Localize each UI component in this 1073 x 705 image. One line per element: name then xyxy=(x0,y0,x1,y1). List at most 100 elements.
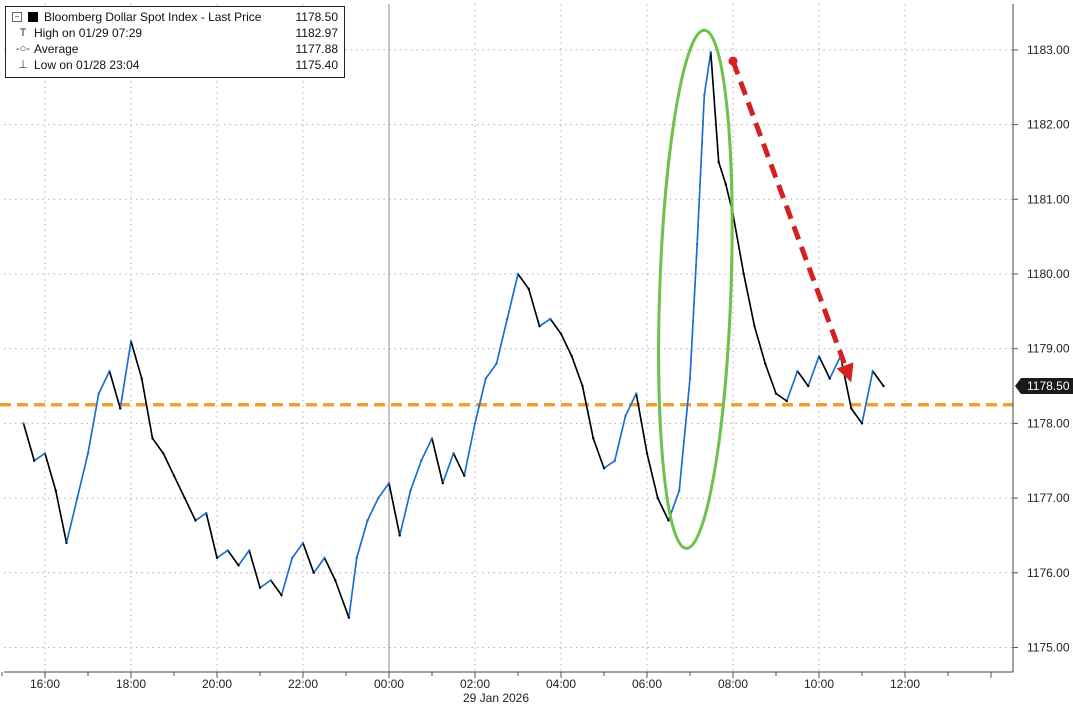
legend-title-value: 1178.50 xyxy=(295,10,339,24)
legend-row-value: 1182.97 xyxy=(295,26,339,40)
price-point xyxy=(54,489,57,492)
x-tick-label: 20:00 xyxy=(202,677,232,691)
price-segment xyxy=(323,557,336,581)
price-segment xyxy=(33,452,46,462)
price-segment xyxy=(703,52,712,95)
price-segment xyxy=(732,214,745,275)
price-segment xyxy=(485,363,498,380)
y-tick-label: 1175.00 xyxy=(1027,641,1070,655)
legend-row-high: T High on 01/29 07:29 1182.97 xyxy=(12,25,338,41)
price-segment xyxy=(195,512,207,522)
price-segment xyxy=(775,392,788,402)
legend-row-value: 1175.40 xyxy=(295,58,339,72)
price-segment xyxy=(388,482,401,536)
price-point xyxy=(882,384,885,388)
price-point xyxy=(624,414,627,418)
price-point xyxy=(119,407,122,410)
price-point xyxy=(387,481,391,485)
legend-row-value: 1177.88 xyxy=(295,42,339,56)
price-point xyxy=(129,340,133,343)
last-price-tag xyxy=(1015,378,1073,395)
price-point xyxy=(785,399,788,403)
price-point xyxy=(484,377,487,380)
price-point xyxy=(269,579,272,582)
price-segment xyxy=(334,579,350,618)
price-point xyxy=(280,594,283,597)
price-point xyxy=(183,496,186,500)
price-segment xyxy=(592,438,605,469)
price-point xyxy=(527,287,530,291)
price-point xyxy=(151,437,154,440)
y-tick-label: 1176.00 xyxy=(1027,566,1070,580)
price-segment xyxy=(377,482,390,499)
price-point xyxy=(667,519,670,522)
price-segment xyxy=(162,452,175,477)
price-segment xyxy=(302,542,315,574)
price-segment xyxy=(205,512,218,559)
price-segment xyxy=(549,318,562,335)
price-segment xyxy=(248,550,261,588)
legend-title: Bloomberg Dollar Spot Index - Last Price xyxy=(44,10,262,24)
y-tick-label: 1178.00 xyxy=(1027,416,1070,430)
price-segment xyxy=(581,385,595,439)
date-label: 29 Jan 2026 xyxy=(463,691,529,705)
price-segment xyxy=(861,370,874,424)
price-segment xyxy=(570,355,584,387)
average-marker-icon: -○- xyxy=(16,43,30,55)
price-point xyxy=(301,541,305,545)
price-segment xyxy=(366,497,379,521)
price-point xyxy=(860,422,864,425)
price-point xyxy=(76,496,79,500)
x-tick-label: 10:00 xyxy=(804,677,834,691)
price-segment xyxy=(22,423,36,461)
series-color-swatch-icon xyxy=(28,12,38,22)
price-point xyxy=(452,452,455,455)
price-point xyxy=(291,556,294,560)
price-segment xyxy=(54,490,68,544)
price-point xyxy=(635,392,638,395)
price-segment xyxy=(119,341,132,409)
price-point xyxy=(172,474,176,477)
y-tick-label: 1181.00 xyxy=(1027,192,1070,206)
price-segment xyxy=(291,542,304,559)
price-segment xyxy=(785,370,799,402)
price-point xyxy=(473,422,477,425)
price-point xyxy=(43,452,47,455)
y-tick-label: 1177.00 xyxy=(1027,491,1070,505)
price-point xyxy=(602,467,606,470)
x-tick-label: 22:00 xyxy=(288,677,318,691)
price-segment xyxy=(539,318,551,327)
price-point xyxy=(205,511,208,515)
price-point xyxy=(33,459,36,462)
collapse-icon[interactable]: − xyxy=(12,12,22,22)
price-segment xyxy=(635,393,648,454)
price-point xyxy=(323,556,326,560)
price-point xyxy=(409,489,412,492)
price-segment xyxy=(452,452,465,477)
price-point xyxy=(226,549,229,552)
legend-row-low: ⊥ Low on 01/28 23:04 1175.40 xyxy=(12,57,338,73)
price-segment xyxy=(130,341,143,379)
highlight-ellipse xyxy=(657,28,734,550)
price-segment xyxy=(237,549,250,566)
price-segment xyxy=(216,549,229,559)
price-point xyxy=(592,437,595,440)
price-segment xyxy=(409,460,423,491)
price-point xyxy=(645,452,649,455)
price-point xyxy=(366,519,369,522)
price-point xyxy=(312,571,315,574)
price-segment xyxy=(613,415,627,461)
price-segment xyxy=(420,437,433,462)
price-segment xyxy=(65,497,79,544)
price-point xyxy=(506,317,509,321)
price-point xyxy=(742,272,745,276)
price-point xyxy=(495,362,498,365)
price-segment xyxy=(829,355,842,379)
price-point xyxy=(420,459,423,462)
legend-row-label: Average xyxy=(34,42,79,56)
price-point xyxy=(248,549,251,552)
price-point xyxy=(807,384,810,388)
price-segment xyxy=(463,423,476,476)
price-point xyxy=(334,579,337,582)
